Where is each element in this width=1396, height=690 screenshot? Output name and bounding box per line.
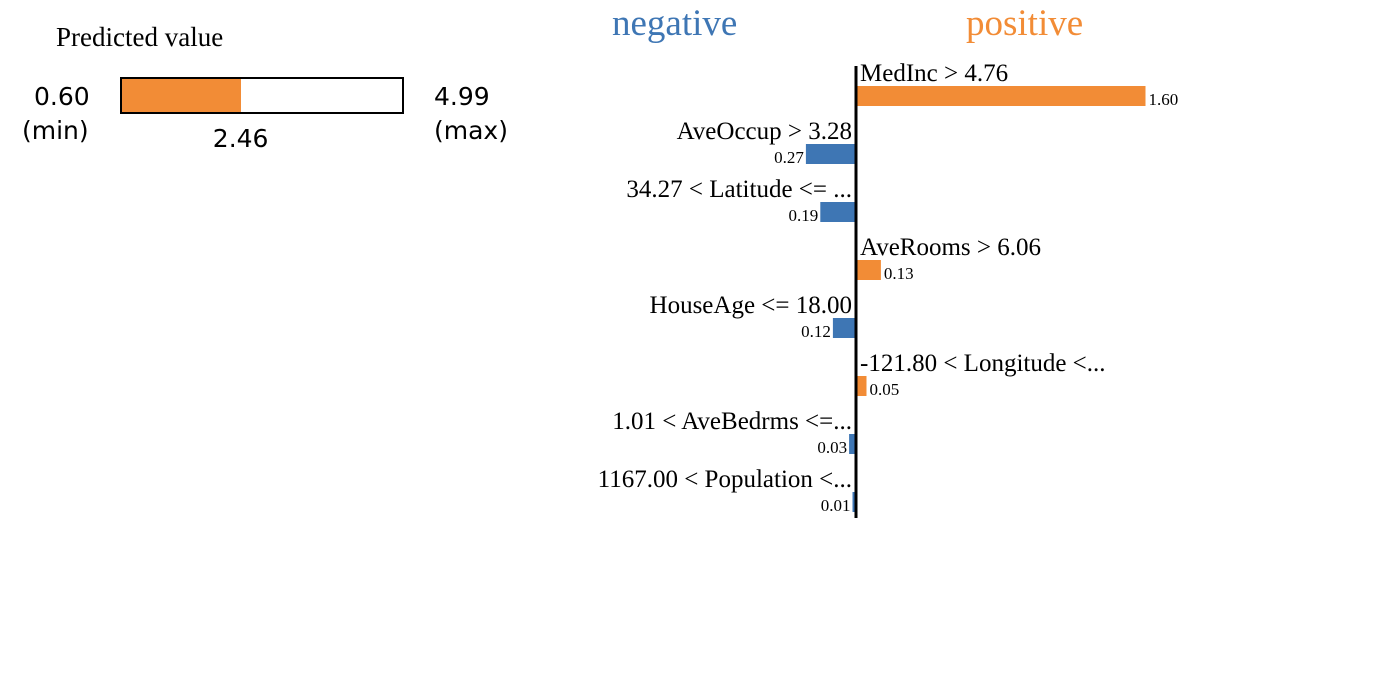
zero-axis-line <box>854 66 858 518</box>
contribution-value-label: 0.27 <box>774 148 804 167</box>
contribution-value-label: 0.12 <box>801 322 831 341</box>
feature-label: 1167.00 < Population <... <box>598 466 852 493</box>
contribution-bar <box>805 144 855 164</box>
contribution-bar <box>849 434 855 454</box>
contribution-value-label: 0.19 <box>789 206 819 225</box>
negative-legend-label: negative <box>612 3 738 44</box>
contribution-value-label: 0.03 <box>817 438 847 457</box>
contribution-value-label: 0.05 <box>870 380 900 399</box>
contribution-value-label: 0.01 <box>821 496 851 515</box>
contribution-bar <box>852 492 855 512</box>
predicted-max-label: (max) <box>434 116 508 145</box>
feature-label: HouseAge <= 18.00 <box>650 292 852 319</box>
contribution-bar <box>857 86 1146 106</box>
predicted-value-bar-fill <box>122 79 241 112</box>
predicted-value-bar <box>120 77 404 114</box>
feature-label: MedInc > 4.76 <box>860 60 1008 87</box>
predicted-max-value: 4.99 <box>434 82 490 111</box>
feature-label: 34.27 < Latitude <= ... <box>626 176 852 203</box>
positive-legend-label: positive <box>966 3 1084 44</box>
contribution-value-label: 1.60 <box>1149 90 1179 109</box>
contribution-bar <box>857 260 881 280</box>
feature-label: -121.80 < Longitude <... <box>860 350 1106 377</box>
predicted-min-label: (min) <box>22 116 89 145</box>
feature-label: AveOccup > 3.28 <box>677 118 852 145</box>
contribution-value-label: 0.13 <box>884 264 914 283</box>
predicted-value-title: Predicted value <box>56 22 224 52</box>
feature-label: 1.01 < AveBedrms <=... <box>612 408 852 435</box>
contribution-bar <box>832 318 855 338</box>
predicted-value: 2.46 <box>212 124 269 153</box>
feature-label: AveRooms > 6.06 <box>860 234 1041 261</box>
contribution-bar <box>857 376 867 396</box>
contribution-bar <box>820 202 855 222</box>
predicted-min-value: 0.60 <box>34 82 90 111</box>
